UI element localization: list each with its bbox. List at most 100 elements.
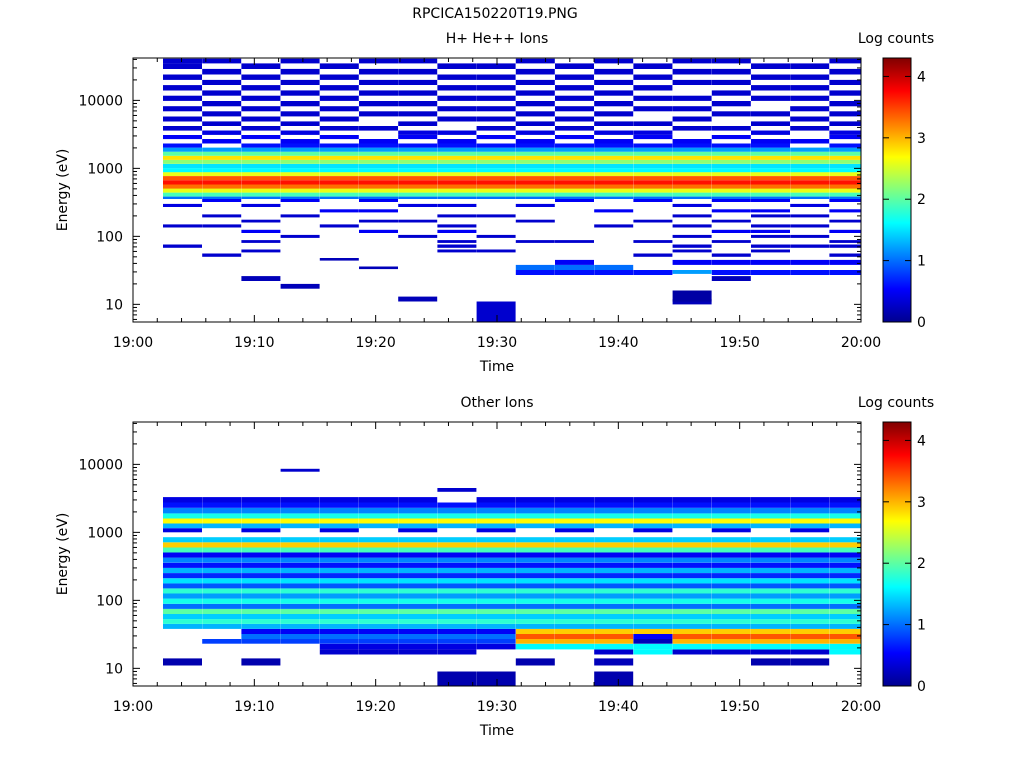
heatmap-cell bbox=[398, 552, 438, 558]
heatmap-cell bbox=[437, 196, 477, 199]
heatmap-cell bbox=[711, 578, 751, 584]
heatmap-cell bbox=[633, 159, 673, 164]
heatmap-cell bbox=[437, 507, 477, 514]
heatmap-cell bbox=[202, 588, 242, 594]
heatmap-cell bbox=[515, 192, 555, 197]
heatmap-cell bbox=[241, 502, 281, 508]
heatmap-cell bbox=[751, 634, 790, 639]
heatmap-cell bbox=[790, 598, 830, 604]
heatmap-cell bbox=[437, 151, 477, 156]
heatmap-cell bbox=[711, 528, 751, 533]
heatmap-cell bbox=[711, 180, 751, 185]
heatmap-cell bbox=[711, 588, 751, 594]
heatmap-cell bbox=[672, 619, 712, 624]
heatmap-cell bbox=[202, 547, 242, 553]
heatmap-cell bbox=[633, 643, 673, 650]
heatmap-cell bbox=[163, 557, 202, 563]
heatmap-cell bbox=[280, 172, 320, 176]
heatmap-cell bbox=[594, 578, 634, 584]
y-tick-label: 100 bbox=[96, 593, 123, 609]
heatmap-cell bbox=[437, 240, 477, 243]
heatmap-cell bbox=[280, 101, 320, 107]
heatmap-cell bbox=[594, 270, 634, 275]
heatmap-cell bbox=[672, 567, 712, 573]
heatmap-cell bbox=[398, 101, 438, 107]
heatmap-cell bbox=[476, 249, 516, 253]
heatmap-cell bbox=[398, 121, 438, 126]
heatmap-cell bbox=[359, 219, 398, 223]
heatmap-cell bbox=[359, 198, 398, 202]
heatmap-cell bbox=[711, 628, 751, 634]
heatmap-cell bbox=[555, 192, 594, 197]
heatmap-cell bbox=[241, 567, 281, 573]
heatmap-cell bbox=[751, 244, 790, 248]
heatmap-cell bbox=[280, 623, 320, 629]
heatmap-cell bbox=[163, 502, 202, 508]
heatmap-cell bbox=[829, 58, 861, 64]
heatmap-cell bbox=[241, 176, 281, 181]
y-tick-label: 10000 bbox=[78, 93, 123, 109]
heatmap-cell bbox=[398, 643, 438, 650]
heatmap-cell bbox=[476, 513, 516, 519]
heatmap-cell bbox=[829, 507, 861, 514]
heatmap-cell bbox=[790, 203, 830, 207]
heatmap-cell bbox=[594, 155, 634, 160]
heatmap-cell bbox=[476, 507, 516, 514]
heatmap-cell bbox=[672, 164, 712, 169]
heatmap-cell bbox=[555, 578, 594, 584]
heatmap-cell bbox=[555, 143, 594, 148]
heatmap-cell bbox=[202, 147, 242, 152]
heatmap-cell bbox=[241, 523, 281, 529]
heatmap-cell bbox=[751, 95, 790, 101]
heatmap-cell bbox=[594, 513, 634, 519]
heatmap-cell bbox=[476, 583, 516, 589]
heatmap-cell bbox=[515, 176, 555, 181]
heatmap-cell bbox=[163, 583, 202, 589]
heatmap-cell bbox=[515, 196, 555, 199]
heatmap-cell bbox=[594, 614, 634, 620]
heatmap-cell bbox=[790, 95, 830, 101]
heatmap-cell bbox=[202, 111, 242, 117]
colorbar-gradient bbox=[882, 57, 912, 323]
heatmap-cell bbox=[437, 547, 477, 553]
heatmap-cell bbox=[594, 649, 634, 655]
heatmap-cell bbox=[633, 172, 673, 176]
heatmap-cell bbox=[437, 598, 477, 604]
heatmap-cell bbox=[476, 85, 516, 91]
heatmap-cell bbox=[829, 583, 861, 589]
heatmap-cell bbox=[829, 513, 861, 519]
heatmap-cell bbox=[829, 598, 861, 604]
heatmap-cell bbox=[790, 619, 830, 624]
heatmap-cell bbox=[711, 513, 751, 519]
heatmap-cell bbox=[751, 598, 790, 604]
heatmap-cell bbox=[476, 623, 516, 629]
heatmap-cell bbox=[555, 116, 594, 122]
heatmap-cell bbox=[398, 168, 438, 173]
heatmap-cell bbox=[672, 196, 712, 199]
heatmap-cell bbox=[515, 542, 555, 548]
heatmap-cell bbox=[476, 608, 516, 614]
heatmap-cell bbox=[829, 196, 861, 199]
heatmap-cell bbox=[202, 196, 242, 199]
heatmap-cell bbox=[280, 168, 320, 173]
heatmap-cell bbox=[751, 542, 790, 548]
heatmap-cell bbox=[202, 507, 242, 514]
heatmap-cell bbox=[202, 164, 242, 169]
heatmap-cell bbox=[202, 598, 242, 604]
heatmap-cell bbox=[398, 507, 438, 514]
heatmap-cell bbox=[398, 573, 438, 579]
heatmap-cell bbox=[751, 567, 790, 573]
heatmap-cell bbox=[359, 567, 398, 573]
heatmap-cell bbox=[280, 111, 320, 117]
heatmap-cell bbox=[633, 198, 673, 202]
heatmap-cell bbox=[398, 155, 438, 160]
heatmap-cell bbox=[280, 68, 320, 75]
heatmap-cell bbox=[672, 68, 712, 75]
heatmap-cell bbox=[398, 176, 438, 181]
heatmap-cell bbox=[437, 518, 477, 524]
heatmap-cell bbox=[672, 176, 712, 181]
heatmap-cell bbox=[437, 229, 477, 233]
heatmap-cell bbox=[790, 608, 830, 614]
heatmap-cell bbox=[319, 643, 359, 650]
heatmap-cell bbox=[476, 502, 516, 508]
